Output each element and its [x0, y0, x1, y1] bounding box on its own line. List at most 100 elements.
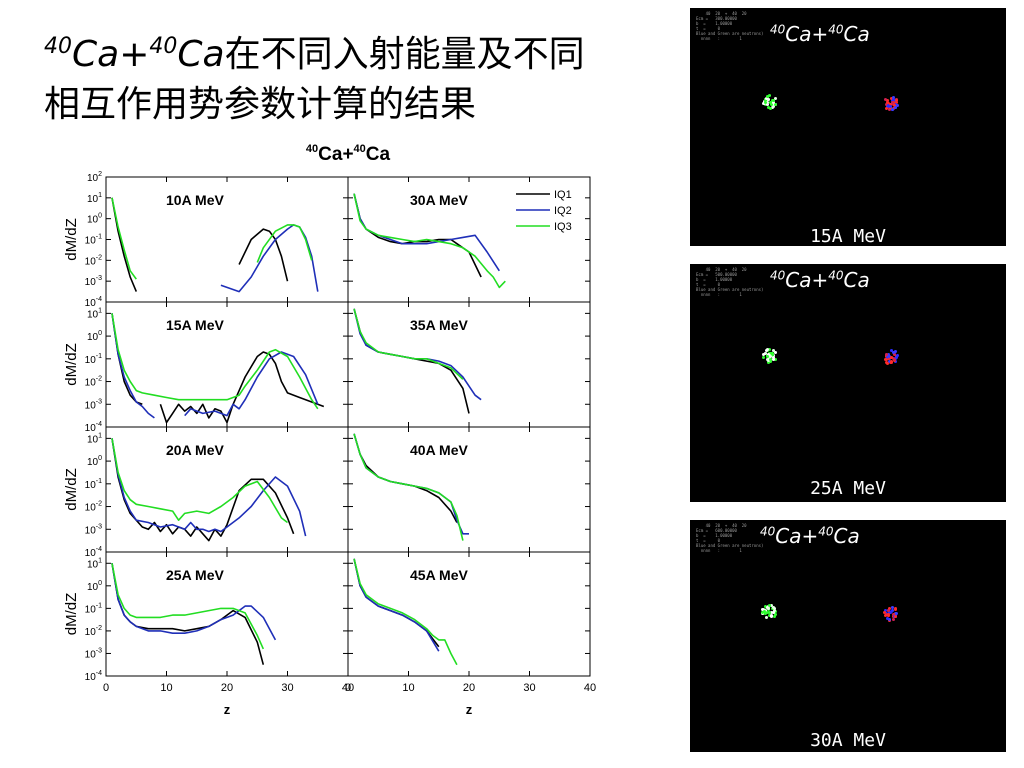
nucleon-dot: [761, 352, 765, 356]
y-tick-label: 10-2: [85, 376, 102, 389]
tick-base: 10: [85, 236, 97, 247]
tick-base: 10: [87, 457, 99, 468]
series-line-iq3: [111, 438, 288, 524]
nucleon-dot: [763, 609, 767, 613]
y-tick-label: 10-4: [85, 421, 102, 434]
tick-base: 10: [85, 423, 97, 434]
panel-energy-label: 30A MeV: [410, 192, 469, 208]
tick-exponent: -4: [96, 296, 102, 303]
nucleon-dot: [886, 609, 890, 612]
tick-exponent: 2: [98, 171, 102, 178]
sim-reaction-label: 40Ca+40Ca: [770, 268, 870, 292]
panel-series-group: [111, 563, 277, 665]
panel-series-group: [353, 433, 469, 541]
nucleon-dot: [768, 357, 772, 361]
sim-header-text: 40 20 + 40 20 Ecm = 300.00000 b = 1.0000…: [696, 11, 764, 41]
nucleon-dot: [890, 107, 894, 111]
tick-base: 10: [85, 400, 97, 411]
x-tick-label: 30: [523, 682, 535, 694]
y-tick-label: 102: [87, 171, 102, 184]
y-tick-label: 10-4: [85, 296, 102, 309]
nucleon-dot: [893, 358, 897, 361]
nucleon-dot: [894, 99, 898, 103]
nucleon-dot: [768, 351, 772, 355]
x-tick-label: 10: [402, 682, 414, 694]
nucleon-dot: [883, 613, 887, 617]
nucleon-dot: [892, 103, 896, 107]
tick-exponent: -1: [96, 353, 102, 360]
sim-energy-caption: 30A MeV: [810, 730, 886, 751]
nucleon-dot: [773, 357, 777, 361]
nucleon-dot: [893, 350, 897, 354]
panel-energy-label: 35A MeV: [410, 317, 469, 333]
nucleon-dot: [772, 358, 776, 362]
nucleon-dot: [763, 101, 767, 105]
nucleon-dot: [766, 106, 770, 109]
panel-series-group: [111, 313, 325, 424]
tick-base: 10: [85, 277, 97, 288]
nucleon-dot: [890, 349, 894, 353]
panel-energy-label: 15A MeV: [166, 317, 225, 333]
sim-panel-25: 40 20 + 40 20 Ecm = 500.00000 b = 1.0000…: [690, 264, 1006, 502]
nucleon-dot: [890, 101, 894, 104]
tick-exponent: -4: [96, 421, 102, 428]
title-text-line2: 相互作用势参数计算的结果: [44, 84, 477, 125]
nucleon-dot: [772, 611, 775, 615]
slide-title: 40Ca+40Ca在不同入射能量及不同 相互作用势参数计算的结果: [44, 22, 644, 130]
tick-base: 10: [85, 378, 97, 389]
nucleon-dot: [889, 106, 893, 110]
nucleon-dot: [768, 106, 772, 110]
panel-frame: [105, 426, 349, 553]
series-line-iq2: [111, 563, 277, 641]
nucleon-dot: [761, 611, 765, 615]
nucleon-dot: [772, 614, 776, 618]
nucleon-dot: [890, 608, 894, 612]
sim-energy-caption: 15A MeV: [810, 226, 886, 247]
tick-exponent: -1: [96, 234, 102, 241]
x-tick-label: 20: [221, 682, 233, 694]
nucleon-dot: [765, 94, 769, 98]
tick-exponent: 0: [98, 455, 102, 462]
nucleon-dot: [767, 610, 771, 614]
series-line-iq2: [184, 351, 319, 417]
y-tick-label: 10-3: [85, 398, 102, 411]
panel-series-group: [111, 197, 319, 293]
panel-45a-mev: 0 10 20 30 40 z 45A MeV: [345, 551, 596, 717]
chart-title: 40Ca+40Ca: [306, 143, 391, 165]
panel-40a-mev: 40A MeV: [347, 426, 591, 553]
nucleon-dot: [889, 97, 893, 101]
tick-base: 10: [85, 604, 97, 615]
nucleon-dot: [890, 356, 894, 360]
tick-exponent: -2: [96, 376, 102, 383]
nucleon-dot: [771, 98, 775, 102]
nucleon-dot: [894, 106, 897, 110]
nucleon-dot: [773, 609, 777, 613]
series-line-iq3: [353, 308, 464, 380]
y-tick-label: 10-1: [85, 478, 102, 491]
tick-exponent: 0: [98, 213, 102, 220]
legend-label-iq1: IQ1: [554, 189, 572, 201]
nucleon-dot: [768, 94, 772, 98]
tick-exponent: -3: [96, 523, 102, 530]
y-tick-label: 10-4: [85, 546, 102, 559]
y-tick-label: 10-1: [85, 234, 102, 247]
nucleon-dot: [772, 606, 776, 609]
tick-base: 10: [85, 548, 97, 559]
nucleon-dot: [763, 351, 767, 355]
x-tick-label: 20: [463, 682, 475, 694]
nucleon-dot: [885, 103, 888, 107]
nucleon-dot: [886, 616, 890, 620]
tick-base: 10: [85, 627, 97, 638]
nucleon-dot: [885, 353, 889, 357]
nucleon-dot: [886, 99, 890, 103]
nucleon-dot: [887, 108, 891, 112]
tick-exponent: -1: [96, 602, 102, 609]
y-tick-label: 101: [87, 557, 102, 570]
series-line-iq3: [353, 433, 464, 541]
nucleon-dot: [763, 605, 767, 609]
nucleon-dot: [894, 608, 898, 612]
y-tick-label: 10-4: [85, 670, 102, 683]
nucleon-dot: [887, 610, 891, 614]
